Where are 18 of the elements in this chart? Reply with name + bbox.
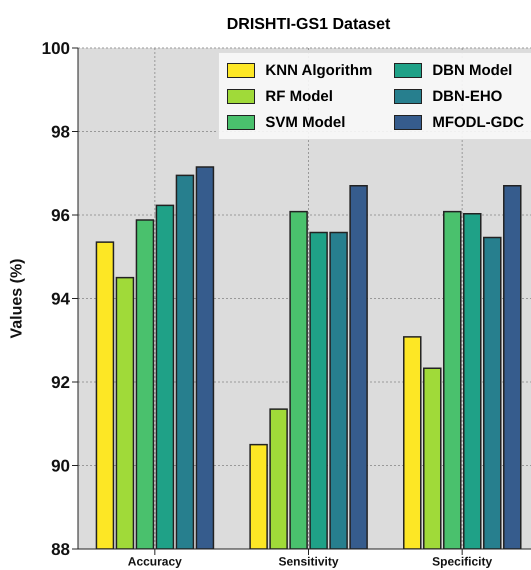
y-tick-label: 96 <box>51 206 70 226</box>
y-tick-label: 100 <box>42 39 70 58</box>
chart-title: DRISHTI-GS1 Dataset <box>226 16 392 34</box>
y-axis-title: Values (%) <box>8 258 26 339</box>
legend-label: RF Model <box>265 88 333 104</box>
legend-label: MFODL-GDC <box>432 114 524 130</box>
y-tick-label: 98 <box>51 122 70 142</box>
legend-label: SVM Model <box>265 114 346 130</box>
x-tick-label: Sensitivity <box>278 554 339 569</box>
legend-label: KNN Algorithm <box>265 62 372 78</box>
y-tick-label: 88 <box>51 540 70 560</box>
legend-label: DBN Model <box>432 62 512 78</box>
x-tick-label: Accuracy <box>128 554 182 569</box>
x-tick-label: Specificity <box>432 554 492 569</box>
y-tick-label: 90 <box>51 456 70 476</box>
legend-label: DBN-EHO <box>432 88 502 104</box>
y-tick-label: 94 <box>51 290 71 309</box>
y-tick-label: 92 <box>51 373 70 392</box>
